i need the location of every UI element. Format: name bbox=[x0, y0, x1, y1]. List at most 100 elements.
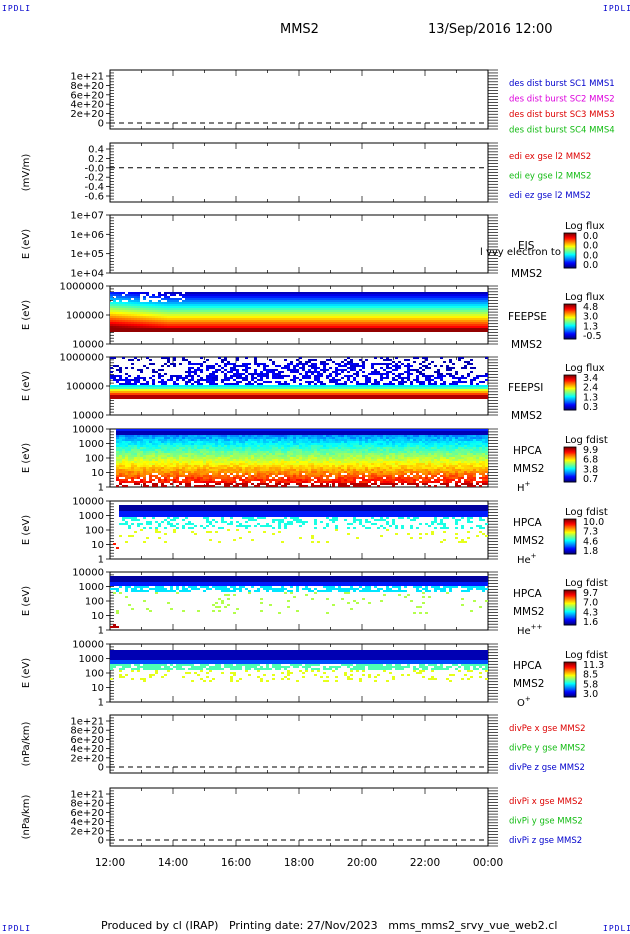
spectrogram-cell bbox=[404, 359, 407, 361]
spectrogram-cell bbox=[209, 314, 212, 316]
spectrogram-cell bbox=[248, 324, 251, 326]
spectrogram-cell bbox=[167, 298, 170, 300]
spectrogram-cell bbox=[179, 393, 182, 395]
spectrogram-cell bbox=[266, 304, 269, 306]
spectrogram-cell bbox=[251, 302, 254, 304]
spectrogram-cell bbox=[221, 312, 224, 314]
spectrogram-cell bbox=[278, 375, 281, 377]
spectrogram-cell bbox=[419, 322, 422, 324]
spectrogram-cell bbox=[320, 326, 323, 328]
spectrogram-cell bbox=[110, 310, 113, 312]
spectrogram-cell bbox=[314, 316, 317, 318]
spectrogram-cell bbox=[335, 389, 338, 391]
spectrogram-cell bbox=[392, 292, 395, 294]
spectrogram-cell bbox=[146, 308, 149, 310]
spectrogram-cell bbox=[272, 306, 275, 308]
spectrogram-cell bbox=[245, 314, 248, 316]
spectrogram-cell bbox=[170, 395, 173, 397]
spectrogram-cell bbox=[371, 391, 374, 393]
spectrogram-cell bbox=[128, 316, 131, 318]
spectrogram-cell bbox=[332, 304, 335, 306]
spectrogram-cell bbox=[296, 312, 299, 314]
spectrogram-cell bbox=[383, 322, 386, 324]
spectrogram-cell bbox=[392, 298, 395, 300]
spectrogram-cell bbox=[326, 300, 329, 302]
spectrogram-cell bbox=[476, 387, 479, 389]
spectrogram-cell bbox=[452, 395, 455, 397]
species-charge: + bbox=[525, 480, 531, 488]
spectrogram-cell bbox=[437, 294, 440, 296]
spectrogram-cell bbox=[326, 429, 329, 431]
spectrogram-cell bbox=[254, 326, 257, 328]
spectrogram-cell bbox=[476, 292, 479, 294]
spectrogram-cell bbox=[308, 324, 311, 326]
spectrogram-cell bbox=[428, 389, 431, 391]
spectrogram-cell bbox=[206, 359, 209, 361]
spectrogram-cell bbox=[146, 393, 149, 395]
spectrogram-cell bbox=[314, 322, 317, 324]
colorbar-segment bbox=[564, 320, 576, 322]
spectrogram-cell bbox=[338, 298, 341, 300]
spectrogram-cell bbox=[311, 387, 314, 389]
spectrogram-cell bbox=[248, 326, 251, 328]
spectrogram-cell bbox=[209, 389, 212, 391]
spectrogram-cell bbox=[407, 369, 410, 371]
spectrogram-cell bbox=[398, 320, 401, 322]
spectrogram-cell bbox=[293, 377, 296, 379]
colorbar-tick-label: 1.3 bbox=[583, 321, 598, 332]
spectrogram-cell bbox=[416, 431, 419, 433]
spectrogram-cell bbox=[350, 431, 353, 433]
spectrogram-cell bbox=[215, 308, 218, 310]
spectrogram-cell bbox=[317, 377, 320, 379]
spectrogram-cell bbox=[119, 324, 122, 326]
spectrogram-cell bbox=[290, 308, 293, 310]
spectrogram-cell bbox=[134, 326, 137, 328]
spectrogram-cell bbox=[242, 294, 245, 296]
spectrogram-cell bbox=[218, 322, 221, 324]
spectrogram-cell bbox=[167, 387, 170, 389]
spectrogram-cell bbox=[146, 322, 149, 324]
spectrogram-cell bbox=[245, 294, 248, 296]
spectrogram-cell bbox=[434, 371, 437, 373]
spectrogram-cell bbox=[476, 328, 479, 330]
spectrogram-cell bbox=[377, 316, 380, 318]
spectrogram-cell bbox=[212, 429, 215, 431]
spectrogram-cell bbox=[137, 326, 140, 328]
spectrogram-cell bbox=[266, 328, 269, 330]
spectrogram-cell bbox=[359, 320, 362, 322]
colorbar-segment bbox=[564, 401, 576, 404]
spectrogram-cell bbox=[254, 314, 257, 316]
spectrogram-cell bbox=[152, 296, 155, 298]
spectrogram-cell bbox=[125, 429, 128, 431]
spectrogram-cell bbox=[323, 320, 326, 322]
spectrogram-cell bbox=[110, 391, 113, 393]
spectrogram-cell bbox=[380, 316, 383, 318]
spectrogram-cell bbox=[455, 318, 458, 320]
spectrogram-cell bbox=[398, 318, 401, 320]
spectrogram-cell bbox=[221, 300, 224, 302]
spectrogram-cell bbox=[338, 320, 341, 322]
spectrogram-cell bbox=[479, 397, 482, 399]
spectrogram-cell bbox=[434, 318, 437, 320]
spectrogram-cell bbox=[278, 391, 281, 393]
spectrogram-cell bbox=[158, 300, 161, 302]
spectrogram-cell bbox=[179, 397, 182, 399]
spectrogram-cell bbox=[392, 312, 395, 314]
spectrogram-cell bbox=[266, 431, 269, 433]
spectrogram-cell bbox=[314, 385, 317, 387]
spectrogram-cell bbox=[392, 302, 395, 304]
spectrogram-cell bbox=[389, 292, 392, 294]
spectrogram-cell bbox=[407, 429, 410, 431]
spectrogram-cell bbox=[203, 397, 206, 399]
spectrogram-cell bbox=[335, 326, 338, 328]
spectrogram-cell bbox=[224, 397, 227, 399]
spectrogram-cell bbox=[212, 387, 215, 389]
colorbar-tick-label: 3.8 bbox=[583, 464, 598, 475]
spectrogram-cell bbox=[284, 324, 287, 326]
spectrogram-cell bbox=[242, 314, 245, 316]
spectrogram-cell bbox=[317, 429, 320, 431]
spectrogram-cell bbox=[401, 304, 404, 306]
spectrogram-cell bbox=[380, 324, 383, 326]
spectrogram-cell bbox=[365, 429, 368, 431]
spectrogram-cell bbox=[425, 391, 428, 393]
